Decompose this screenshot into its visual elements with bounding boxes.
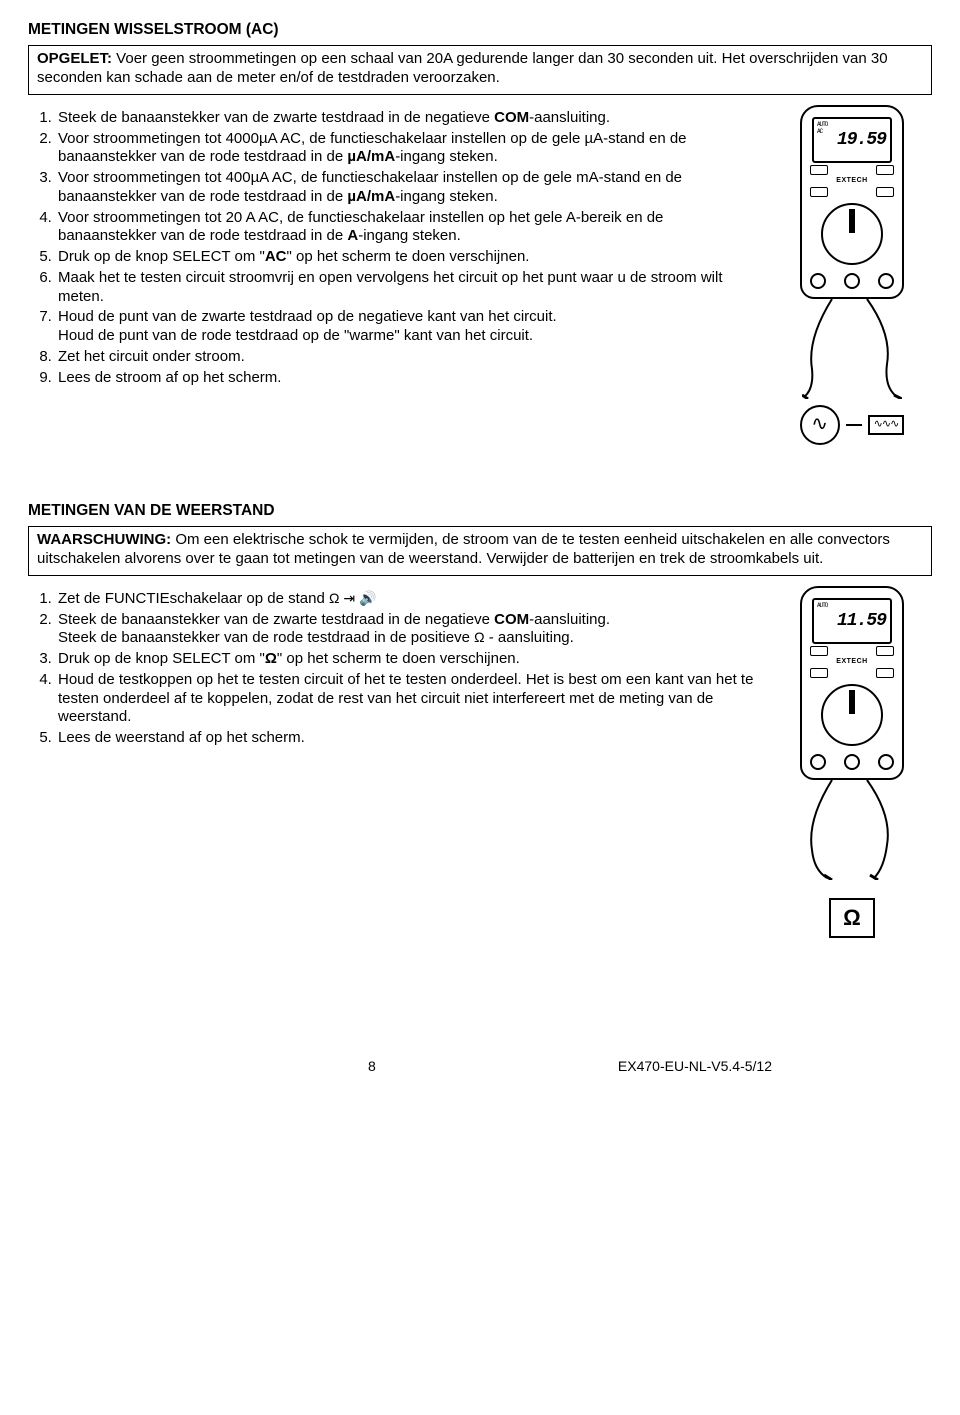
meter-illustration-1: AUTOAC 19.59 EXTECH ∿ ∿∿∿ xyxy=(772,105,932,445)
ohm-load-icon: Ω xyxy=(829,898,875,938)
step-2-1: Zet de FUNCTIEschakelaar op de stand Ω ⇥… xyxy=(56,590,762,609)
step-1-7: Houd de punt van de zwarte testdraad op … xyxy=(56,308,762,346)
warning-box-2: WAARSCHUWING: Om een elektrische schok t… xyxy=(28,526,932,576)
ac-source-icon: ∿ xyxy=(800,405,840,445)
step-2-2: Steek de banaanstekker van de zwarte tes… xyxy=(56,611,762,649)
page-footer: 8 EX470-EU-NL-V5.4-5/12 xyxy=(28,1058,932,1076)
probe-wires-icon xyxy=(802,299,902,399)
doc-id: EX470-EU-NL-V5.4-5/12 xyxy=(618,1058,772,1076)
warning-box-1: OPGELET: Voer geen stroommetingen op een… xyxy=(28,45,932,95)
step-2-5: Lees de weerstand af op het scherm. xyxy=(56,729,762,748)
section1-heading: METINGEN WISSELSTROOM (AC) xyxy=(28,20,932,39)
step-1-5: Druk op de knop SELECT om "AC" op het sc… xyxy=(56,248,762,267)
warning-label-2: WAARSCHUWING: xyxy=(37,531,171,548)
step-1-8: Zet het circuit onder stroom. xyxy=(56,348,762,367)
step-1-9: Lees de stroom af op het scherm. xyxy=(56,369,762,388)
steps-list-1: Steek de banaanstekker van de zwarte tes… xyxy=(28,109,762,388)
steps-list-2: Zet de FUNCTIEschakelaar op de stand Ω ⇥… xyxy=(28,590,762,748)
section2-heading: METINGEN VAN DE WEERSTAND xyxy=(28,501,932,520)
step-1-6: Maak het te testen circuit stroomvrij en… xyxy=(56,269,762,307)
resistor-icon: ∿∿∿ xyxy=(868,415,905,435)
meter-illustration-2: AUTO 11.59 EXTECH Ω xyxy=(772,586,932,938)
step-2-4: Houd de testkoppen op het te testen circ… xyxy=(56,671,762,727)
warning-label-1: OPGELET: xyxy=(37,50,112,67)
meter-display-1: AUTOAC 19.59 xyxy=(812,117,892,163)
page-number: 8 xyxy=(368,1058,376,1076)
step-1-1: Steek de banaanstekker van de zwarte tes… xyxy=(56,109,762,128)
meter-display-2: AUTO 11.59 xyxy=(812,598,892,644)
step-2-3: Druk op de knop SELECT om "Ω" op het sch… xyxy=(56,650,762,669)
step-1-3: Voor stroommetingen tot 400µA AC, de fun… xyxy=(56,169,762,207)
step-1-2: Voor stroommetingen tot 4000µA AC, de fu… xyxy=(56,130,762,168)
probe-wires-icon xyxy=(802,780,902,880)
step-1-4: Voor stroommetingen tot 20 A AC, de func… xyxy=(56,209,762,247)
warning-text-1: Voer geen stroommetingen op een schaal v… xyxy=(37,50,888,86)
